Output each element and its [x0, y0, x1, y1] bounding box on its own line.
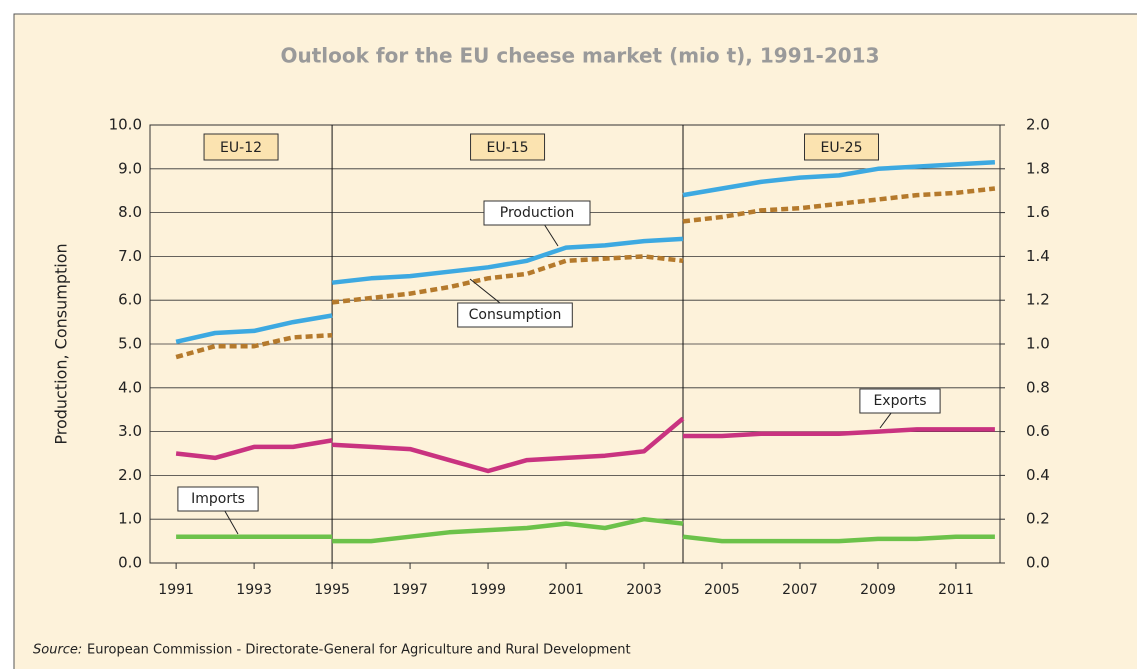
x-tick-label: 2001 — [548, 582, 584, 598]
callout-box — [859, 388, 941, 414]
y2-tick-label: 1.6 — [1026, 203, 1050, 221]
y-tick-label: 4.0 — [118, 378, 142, 396]
y2-tick-label: 1.8 — [1026, 159, 1050, 177]
x-tick-label: 1991 — [158, 582, 194, 598]
panel — [13, 13, 1137, 669]
series-line — [175, 159, 996, 344]
y-tick-label: 6.0 — [118, 291, 142, 309]
y2-tick-label: 0.0 — [1026, 554, 1050, 572]
callout-box — [483, 200, 591, 226]
x-tick-label: 2009 — [860, 582, 896, 598]
series-line — [176, 516, 995, 544]
x-tick-label: 2007 — [782, 582, 818, 598]
y-tick-label: 0.0 — [118, 554, 142, 572]
y2-tick-label: 2.0 — [1026, 116, 1050, 134]
x-tick-label: 1999 — [470, 582, 506, 598]
y-tick-label: 10.0 — [109, 116, 142, 134]
region-label: EU-15 — [487, 140, 529, 156]
y2-tick-label: 0.4 — [1026, 466, 1050, 484]
region-label: EU-12 — [220, 140, 262, 156]
y2-tick-label: 1.0 — [1026, 335, 1050, 353]
region-label: EU-25 — [821, 140, 863, 156]
y-tick-label: 3.0 — [118, 422, 142, 440]
y-tick-label: 9.0 — [118, 159, 142, 177]
y2-tick-label: 0.6 — [1026, 422, 1050, 440]
chart-title: Outlook for the EU cheese market (mio t)… — [281, 44, 880, 68]
series-line — [175, 186, 996, 360]
y-tick-label: 2.0 — [118, 466, 142, 484]
y2-tick-label: 1.4 — [1026, 247, 1050, 265]
y-tick-label: 5.0 — [118, 335, 142, 353]
region-box — [203, 133, 279, 161]
x-tick-label: 1995 — [314, 582, 350, 598]
legend-label: Consumption — [469, 307, 562, 323]
y-axis-label: Production, Consumption — [52, 243, 71, 444]
y-tick-label: 1.0 — [118, 510, 142, 528]
y2-tick-label: 0.8 — [1026, 378, 1050, 396]
region-box — [804, 133, 880, 161]
series-line — [175, 416, 995, 474]
x-tick-label: 1997 — [392, 582, 428, 598]
x-tick-label: 1993 — [236, 582, 272, 598]
region-box — [470, 133, 546, 161]
legend-label: Exports — [873, 393, 926, 409]
x-tick-label: 2005 — [704, 582, 740, 598]
legend-label: Production — [500, 205, 574, 221]
source: European Commission - Directorate-Genera… — [87, 643, 631, 658]
legend-label: Imports — [191, 491, 245, 507]
callout-box — [457, 302, 573, 328]
x-tick-label: 2003 — [626, 582, 662, 598]
x-tick-label: 2011 — [938, 582, 974, 598]
source-label: Source: — [33, 643, 82, 658]
y2-tick-label: 1.2 — [1026, 291, 1050, 309]
y-tick-label: 7.0 — [118, 247, 142, 265]
callout-box — [177, 486, 259, 512]
y-tick-label: 8.0 — [118, 203, 142, 221]
y2-tick-label: 0.2 — [1026, 510, 1050, 528]
